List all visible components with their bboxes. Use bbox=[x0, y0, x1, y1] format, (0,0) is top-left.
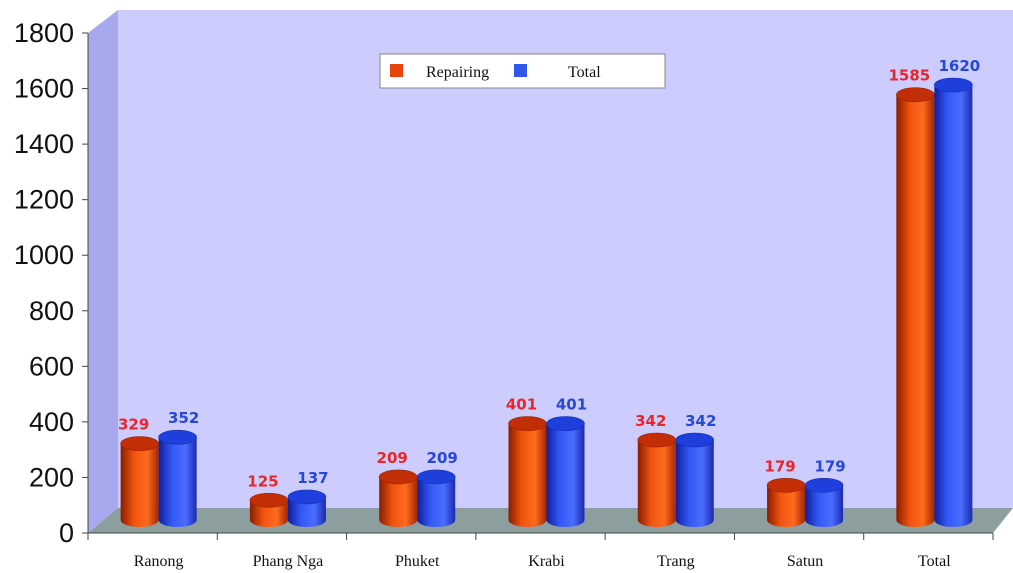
x-tick-label: Krabi bbox=[528, 553, 565, 570]
bar-repairing-total bbox=[896, 87, 935, 527]
data-label-repairing: 179 bbox=[764, 457, 795, 475]
legend-swatch-total bbox=[514, 64, 527, 77]
data-label-repairing: 209 bbox=[377, 449, 408, 467]
data-label-total: 1620 bbox=[938, 57, 980, 75]
legend: Repairing Total bbox=[379, 53, 666, 89]
data-label-repairing: 342 bbox=[635, 412, 666, 430]
data-label-repairing: 125 bbox=[247, 472, 278, 490]
bar-repairing-phang-nga bbox=[249, 492, 289, 527]
data-label-repairing: 401 bbox=[506, 396, 537, 414]
legend-swatch-repairing bbox=[390, 64, 403, 77]
bar-total-phuket bbox=[416, 469, 456, 527]
y-tick-label: 400 bbox=[29, 407, 74, 437]
data-label-total: 401 bbox=[556, 396, 587, 414]
y-tick-label: 800 bbox=[29, 296, 74, 326]
legend-label-repairing: Repairing bbox=[426, 64, 489, 81]
y-tick-label: 1000 bbox=[14, 240, 74, 270]
y-tick-label: 0 bbox=[59, 518, 74, 548]
bar-repairing-satun bbox=[766, 477, 806, 527]
bar-total-krabi bbox=[546, 416, 585, 527]
bar-repairing-ranong bbox=[120, 436, 159, 527]
x-axis-ticks: Ranong Phang Nga Phuket Krabi Trang Satun Tota… bbox=[87, 533, 994, 570]
data-label-repairing: 329 bbox=[118, 416, 149, 434]
legend-label-total: Total bbox=[568, 64, 601, 81]
chart-side-wall bbox=[88, 10, 118, 533]
y-tick-label: 200 bbox=[29, 462, 74, 492]
x-tick-label: Trang bbox=[657, 553, 695, 570]
data-label-total: 179 bbox=[814, 457, 845, 475]
bar-total-trang bbox=[675, 432, 715, 527]
data-label-total: 137 bbox=[297, 469, 328, 487]
x-tick-label: Phang Nga bbox=[253, 553, 324, 570]
bar-total-total bbox=[934, 77, 973, 527]
data-label-total: 209 bbox=[427, 449, 458, 467]
data-label-total: 342 bbox=[685, 412, 716, 430]
y-axis-ticks: 0 200 400 600 800 1000 1200 1400 1600 1800 bbox=[14, 18, 88, 548]
bars bbox=[120, 77, 973, 527]
bar-total-phang-nga bbox=[287, 489, 327, 527]
y-tick-label: 600 bbox=[29, 351, 74, 381]
bar-total-ranong bbox=[158, 429, 197, 527]
y-tick-label: 1200 bbox=[14, 185, 74, 215]
y-tick-label: 1800 bbox=[14, 18, 74, 48]
data-label-repairing: 1585 bbox=[888, 67, 930, 85]
x-tick-label: Ranong bbox=[134, 553, 184, 570]
x-tick-label: Phuket bbox=[395, 553, 440, 570]
bar-repairing-krabi bbox=[508, 416, 547, 527]
x-tick-label: Satun bbox=[787, 553, 823, 570]
data-label-total: 352 bbox=[168, 409, 199, 427]
x-tick-label: Total bbox=[918, 553, 951, 570]
bar-total-satun bbox=[804, 477, 844, 527]
bar-repairing-phuket bbox=[378, 469, 418, 527]
bar-repairing-trang bbox=[637, 432, 677, 527]
data-labels: 329 125 209 401 342 179 1585 352 137 209 401 342 179… bbox=[118, 57, 980, 490]
y-tick-label: 1600 bbox=[14, 74, 74, 104]
chart-back-wall bbox=[118, 10, 1013, 508]
y-tick-label: 1400 bbox=[14, 129, 74, 159]
